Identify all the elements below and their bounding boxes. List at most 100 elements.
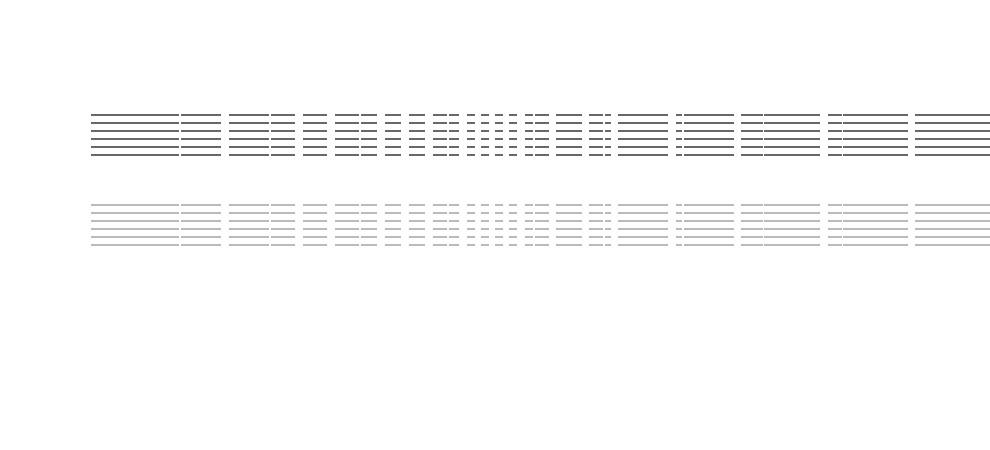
placeholder-line-segment — [361, 154, 377, 156]
placeholder-line-segment — [481, 154, 489, 156]
placeholder-line-segment — [525, 236, 533, 238]
placeholder-line-segment — [229, 130, 269, 132]
placeholder-line-segment — [433, 146, 447, 148]
placeholder-line-segment — [335, 212, 359, 214]
placeholder-line-segment — [589, 114, 603, 116]
placeholder-line-segment — [684, 204, 734, 206]
placeholder-line-segment — [495, 154, 503, 156]
placeholder-line-segment — [556, 236, 582, 238]
placeholder-line-segment — [828, 228, 842, 230]
placeholder-line-segment — [525, 130, 533, 132]
placeholder-line-segment — [676, 114, 682, 116]
placeholder-line-segment — [409, 114, 425, 116]
placeholder-line-segment — [915, 244, 990, 246]
placeholder-line-segment — [618, 114, 668, 116]
placeholder-line-segment — [481, 138, 489, 140]
placeholder-line-segment — [741, 244, 763, 246]
placeholder-line-segment — [433, 114, 447, 116]
placeholder-line-segment — [91, 138, 179, 140]
placeholder-line-segment — [828, 244, 842, 246]
placeholder-line-segment — [828, 114, 842, 116]
placeholder-line-segment — [385, 154, 401, 156]
placeholder-line-segment — [229, 154, 269, 156]
dark-placeholder-block — [91, 114, 990, 156]
placeholder-line-segment — [229, 244, 269, 246]
placeholder-line-segment — [525, 220, 533, 222]
placeholder-line-segment — [556, 204, 582, 206]
placeholder-line-segment — [589, 220, 603, 222]
placeholder-line-segment — [764, 146, 820, 148]
placeholder-line-segment — [605, 114, 611, 116]
placeholder-line-segment — [676, 146, 682, 148]
placeholder-line-segment — [449, 212, 459, 214]
placeholder-line-segment — [915, 220, 990, 222]
placeholder-line-segment — [361, 228, 377, 230]
placeholder-line-segment — [433, 130, 447, 132]
placeholder-line-segment — [181, 146, 221, 148]
placeholder-line-segment — [764, 244, 820, 246]
placeholder-line-segment — [467, 212, 475, 214]
placeholder-line-segment — [91, 204, 179, 206]
placeholder-line-segment — [525, 154, 533, 156]
placeholder-line-segment — [481, 204, 489, 206]
placeholder-line-segment — [843, 146, 908, 148]
placeholder-line-segment — [556, 138, 582, 140]
placeholder-line-segment — [271, 122, 295, 124]
placeholder-line-segment — [229, 220, 269, 222]
placeholder-line-segment — [509, 236, 517, 238]
placeholder-line-segment — [495, 212, 503, 214]
placeholder-line-segment — [684, 146, 734, 148]
placeholder-line-segment — [303, 138, 327, 140]
placeholder-line-segment — [303, 114, 327, 116]
placeholder-line-segment — [467, 244, 475, 246]
placeholder-line-segment — [229, 236, 269, 238]
placeholder-line-segment — [335, 130, 359, 132]
placeholder-line-segment — [605, 220, 611, 222]
placeholder-line-segment — [828, 236, 842, 238]
placeholder-line-segment — [676, 220, 682, 222]
placeholder-line-segment — [741, 114, 763, 116]
placeholder-line-segment — [684, 122, 734, 124]
placeholder-line-segment — [409, 228, 425, 230]
placeholder-line-segment — [618, 122, 668, 124]
placeholder-line-segment — [618, 138, 668, 140]
placeholder-line-segment — [605, 204, 611, 206]
placeholder-line-segment — [271, 204, 295, 206]
placeholder-line-segment — [467, 114, 475, 116]
placeholder-line-segment — [556, 220, 582, 222]
placeholder-line-segment — [741, 220, 763, 222]
placeholder-line-segment — [676, 204, 682, 206]
placeholder-line-segment — [915, 114, 990, 116]
placeholder-line-segment — [385, 244, 401, 246]
placeholder-line-segment — [741, 204, 763, 206]
placeholder-line-segment — [361, 146, 377, 148]
placeholder-line-segment — [509, 204, 517, 206]
placeholder-line-segment — [509, 138, 517, 140]
placeholder-line-segment — [181, 122, 221, 124]
placeholder-line-segment — [843, 236, 908, 238]
placeholder-line-segment — [335, 236, 359, 238]
placeholder-line-segment — [361, 212, 377, 214]
placeholder-line-segment — [509, 122, 517, 124]
placeholder-line-segment — [843, 244, 908, 246]
placeholder-line-segment — [535, 138, 549, 140]
placeholder-line-segment — [335, 204, 359, 206]
placeholder-line-segment — [618, 212, 668, 214]
placeholder-line-segment — [915, 236, 990, 238]
placeholder-line-segment — [303, 154, 327, 156]
placeholder-line-segment — [495, 138, 503, 140]
placeholder-line-segment — [618, 244, 668, 246]
placeholder-line-segment — [605, 146, 611, 148]
placeholder-line-segment — [843, 220, 908, 222]
placeholder-line-segment — [525, 138, 533, 140]
placeholder-line-segment — [535, 154, 549, 156]
placeholder-line-segment — [764, 220, 820, 222]
placeholder-line-segment — [303, 220, 327, 222]
placeholder-line-segment — [271, 220, 295, 222]
placeholder-line-segment — [843, 154, 908, 156]
placeholder-line-segment — [684, 130, 734, 132]
placeholder-line-segment — [589, 130, 603, 132]
placeholder-line-segment — [556, 130, 582, 132]
placeholder-line-segment — [535, 130, 549, 132]
placeholder-line-segment — [433, 236, 447, 238]
